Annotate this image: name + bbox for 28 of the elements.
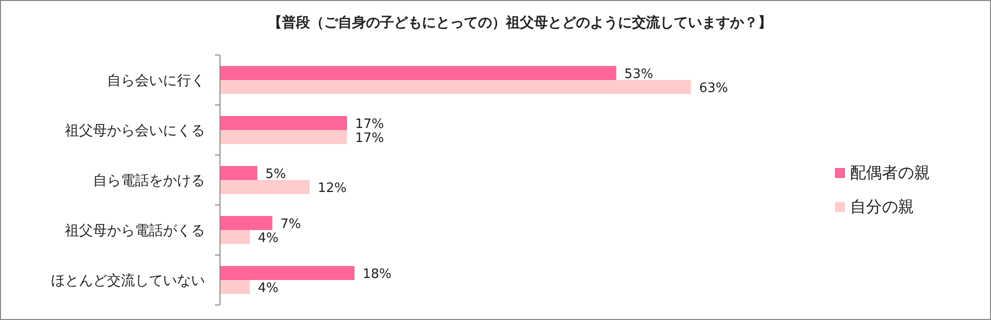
- bar: [220, 266, 355, 280]
- data-label: 17%: [355, 131, 384, 146]
- legend-label: 自分の親: [850, 197, 914, 216]
- data-label: 17%: [355, 117, 384, 132]
- data-label: 53%: [624, 67, 654, 82]
- y-tick-label: 祖父母から会いにくる: [65, 123, 205, 139]
- data-label: 63%: [699, 81, 728, 96]
- y-tick-label: 祖父母から電話がくる: [65, 223, 205, 239]
- bar: [220, 116, 348, 130]
- chart-title: 【普段（ご自身の子どもにとっての）祖父母とどのように交流していますか？】: [268, 14, 772, 31]
- bar: [220, 80, 692, 94]
- legend-label: 配偶者の親: [850, 163, 930, 182]
- bar: [220, 166, 258, 180]
- bar: [220, 180, 310, 194]
- data-label: 12%: [318, 181, 347, 196]
- data-label: 5%: [265, 167, 286, 182]
- data-label: 4%: [258, 281, 279, 296]
- bar: [220, 216, 272, 230]
- data-label: 4%: [258, 231, 279, 246]
- y-tick-label: 自ら電話をかける: [93, 173, 205, 189]
- data-label: 7%: [280, 217, 301, 232]
- bar: [220, 130, 348, 144]
- bar: [220, 66, 616, 80]
- data-label: 18%: [362, 267, 392, 282]
- y-tick-label: 自ら会いに行く: [107, 73, 205, 89]
- bar: [220, 230, 250, 244]
- y-tick-label: ほとんど交流していない: [51, 273, 205, 289]
- bar: [220, 280, 250, 294]
